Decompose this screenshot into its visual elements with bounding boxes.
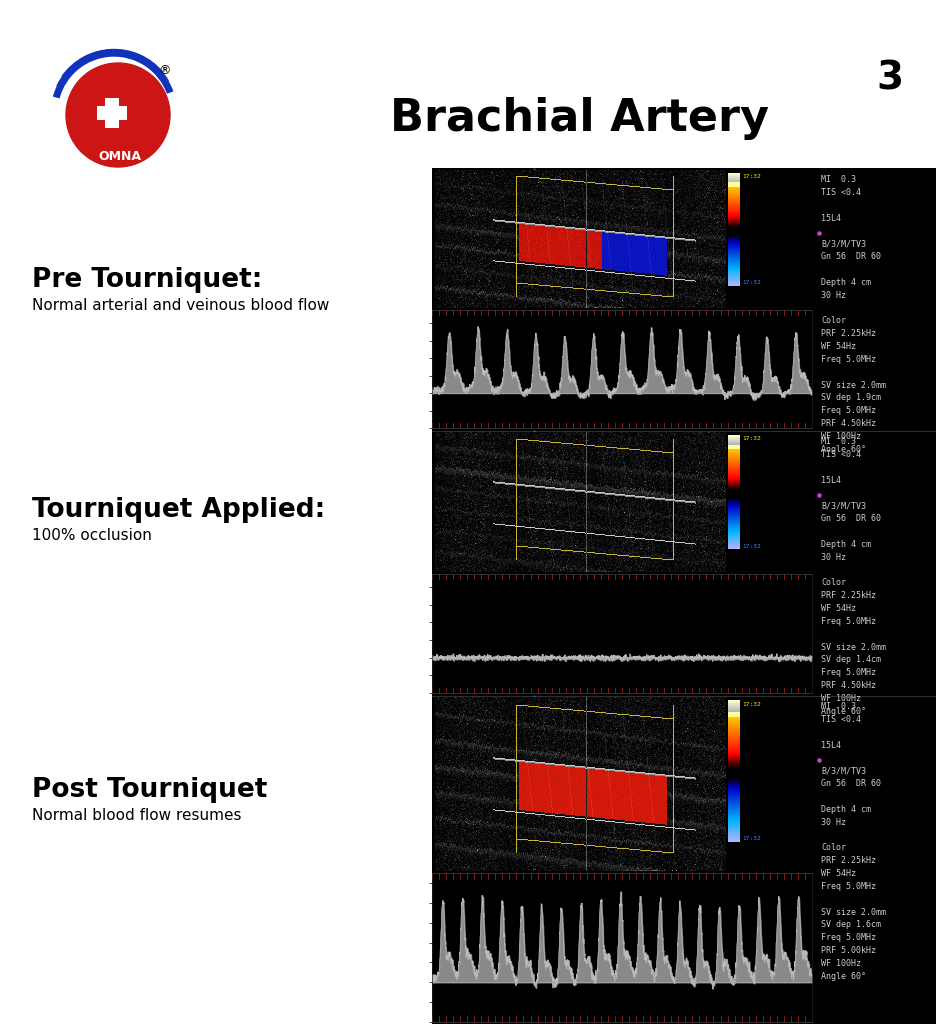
Text: MI  0.3
TIS <0.4

15L4

B/3/M/TV3
Gn 56  DR 60

Depth 4 cm
30 Hz

Color
PRF 2.25: MI 0.3 TIS <0.4 15L4 B/3/M/TV3 Gn 56 DR … <box>821 175 886 454</box>
Bar <box>816 168 936 430</box>
Text: 17:32: 17:32 <box>742 701 761 707</box>
Y-axis label: Velocity (cm/s): Velocity (cm/s) <box>402 605 410 662</box>
Bar <box>432 168 936 430</box>
FancyBboxPatch shape <box>105 98 119 128</box>
Text: LT BRACHIAL A POST DEVICE PRESSURE: LT BRACHIAL A POST DEVICE PRESSURE <box>440 780 607 790</box>
Text: Post Tourniquet: Post Tourniquet <box>32 777 268 803</box>
Circle shape <box>66 63 170 167</box>
Bar <box>432 430 936 695</box>
Bar <box>432 695 936 1024</box>
Point <box>812 225 826 242</box>
Point <box>812 486 826 503</box>
Bar <box>816 430 936 695</box>
Text: MI  0.3
TIS <0.4

15L4

B/3/M/TV3
Gn 56  DR 60

Depth 4 cm
30 Hz

Color
PRF 2.25: MI 0.3 TIS <0.4 15L4 B/3/M/TV3 Gn 56 DR … <box>821 702 886 981</box>
Text: Tourniquet Applied:: Tourniquet Applied: <box>32 497 325 523</box>
FancyBboxPatch shape <box>97 106 127 120</box>
Text: 100% occlusion: 100% occlusion <box>32 527 152 543</box>
Text: 17:32: 17:32 <box>742 436 761 441</box>
Text: Pre Tourniquet:: Pre Tourniquet: <box>32 267 262 293</box>
Y-axis label: Velocity (cm/s): Velocity (cm/s) <box>402 341 410 397</box>
Text: Normal arterial and veinous blood flow: Normal arterial and veinous blood flow <box>32 298 329 312</box>
Text: LT BRACHIAL A OCCLUDED: LT BRACHIAL A OCCLUDED <box>440 498 551 507</box>
Text: LT BRACHIAL A: LT BRACHIAL A <box>440 234 502 244</box>
Text: 17:32: 17:32 <box>742 281 761 286</box>
Text: ®: ® <box>159 65 171 78</box>
Bar <box>816 695 936 1024</box>
Point <box>526 164 541 180</box>
Text: OMNA: OMNA <box>98 151 141 164</box>
Text: 17:32: 17:32 <box>742 837 761 842</box>
Y-axis label: Velocity (cm/s): Velocity (cm/s) <box>402 920 410 976</box>
Point <box>812 752 826 768</box>
Text: Brachial Artery: Brachial Artery <box>390 96 769 139</box>
Text: 17:32: 17:32 <box>742 544 761 549</box>
Text: 3: 3 <box>876 59 903 97</box>
Text: Normal blood flow resumes: Normal blood flow resumes <box>32 808 241 822</box>
Point <box>526 426 541 442</box>
Point <box>526 691 541 708</box>
Text: 17:32: 17:32 <box>742 174 761 179</box>
Text: MI  0.3
TIS <0.4

15L4

B/3/M/TV3
Gn 56  DR 60

Depth 4 cm
30 Hz

Color
PRF 2.25: MI 0.3 TIS <0.4 15L4 B/3/M/TV3 Gn 56 DR … <box>821 437 886 716</box>
